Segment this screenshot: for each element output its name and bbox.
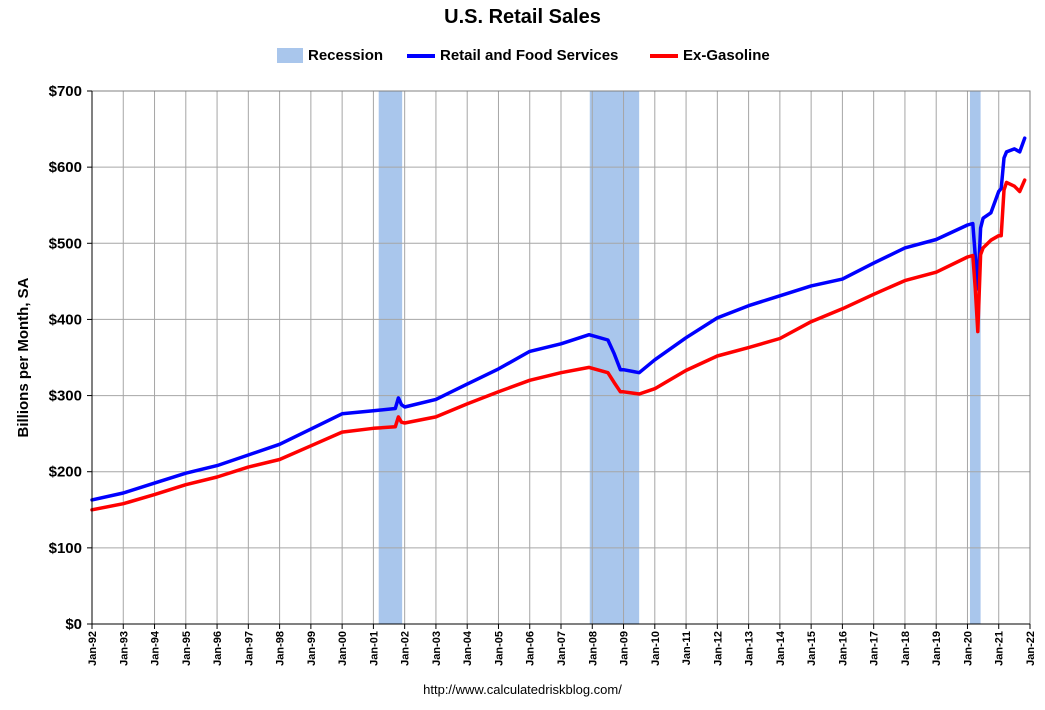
x-tick-label: Jan-14 [775, 630, 787, 666]
x-tick-label: Jan-05 [493, 631, 505, 666]
recession-bands [378, 91, 981, 624]
x-tick-label: Jan-15 [806, 631, 818, 666]
x-tick-label: Jan-10 [650, 631, 662, 666]
x-tick-label: Jan-96 [212, 631, 224, 666]
y-axis-label: Billions per Month, SA [15, 277, 32, 437]
x-tick-label: Jan-07 [556, 631, 568, 666]
y-tick-label: $400 [49, 311, 82, 328]
x-tick-label: Jan-11 [681, 631, 693, 665]
chart-title: U.S. Retail Sales [444, 6, 601, 28]
y-tick-label: $600 [49, 159, 82, 176]
series-line-ex-gasoline [90, 178, 1027, 512]
x-tick-label: Jan-95 [181, 631, 193, 666]
x-tick-label: Jan-13 [744, 631, 756, 666]
source-url: http://www.calculatedriskblog.com/ [423, 682, 622, 697]
legend-label-retail: Retail and Food Services [440, 47, 619, 64]
x-tick-label: Jan-22 [1025, 631, 1037, 666]
x-tick-label: Jan-94 [150, 630, 162, 666]
legend-item-recession: Recession [277, 47, 383, 64]
legend-swatch-ex-gasoline [650, 53, 678, 58]
x-tick-label: Jan-20 [962, 631, 974, 666]
x-tick-label: Jan-00 [337, 631, 349, 666]
legend-swatch-recession [277, 48, 303, 63]
legend-swatch-retail [407, 53, 435, 58]
x-tick-label: Jan-02 [400, 631, 412, 666]
x-tick-label: Jan-18 [900, 631, 912, 666]
legend-item-ex-gasoline: Ex-Gasoline [650, 47, 770, 64]
x-tick-label: Jan-92 [87, 631, 99, 666]
recession-band-3 [969, 91, 981, 624]
axes: $0 $100 $200 $300 $400 $500 $600 $700 Jan-92 Jan-… [49, 83, 1037, 666]
y-tick-label: $200 [49, 464, 82, 481]
x-tick-label: Jan-99 [306, 631, 318, 666]
y-tick-label: $300 [49, 388, 82, 405]
x-tick-label: Jan-93 [118, 631, 130, 666]
x-tick-label: Jan-08 [587, 631, 599, 666]
x-tick-label: Jan-12 [712, 631, 724, 666]
grid-lines [92, 90, 1031, 624]
y-tick-label: $0 [65, 616, 82, 633]
x-tick-label: Jan-98 [275, 631, 287, 666]
y-tick-label: $100 [49, 540, 82, 557]
recession-band-1 [378, 91, 403, 624]
x-tick-label: Jan-06 [525, 631, 537, 666]
y-axis-title: Billions per Month, SA [15, 277, 32, 437]
chart-legend: Recession Retail and Food Services Ex-Ga… [0, 47, 1045, 69]
series-lines [90, 136, 1027, 512]
x-tick-label: Jan-21 [994, 631, 1006, 666]
x-tick-label: Jan-04 [462, 630, 474, 666]
x-tick-label: Jan-17 [869, 631, 881, 666]
x-tick-label: Jan-03 [431, 631, 443, 666]
x-tick-label: Jan-01 [368, 631, 380, 666]
y-tick-label: $500 [49, 235, 82, 252]
legend-item-retail: Retail and Food Services [407, 47, 618, 64]
x-tick-label: Jan-19 [931, 631, 943, 666]
x-tick-label: Jan-97 [243, 631, 255, 666]
legend-label-recession: Recession [308, 47, 384, 64]
x-tick-label: Jan-09 [619, 631, 631, 666]
legend-label-ex-gasoline: Ex-Gasoline [683, 47, 770, 64]
y-tick-label: $700 [49, 83, 82, 100]
x-tick-label: Jan-16 [837, 631, 849, 666]
series-line-retail-and-food-services [90, 136, 1027, 502]
